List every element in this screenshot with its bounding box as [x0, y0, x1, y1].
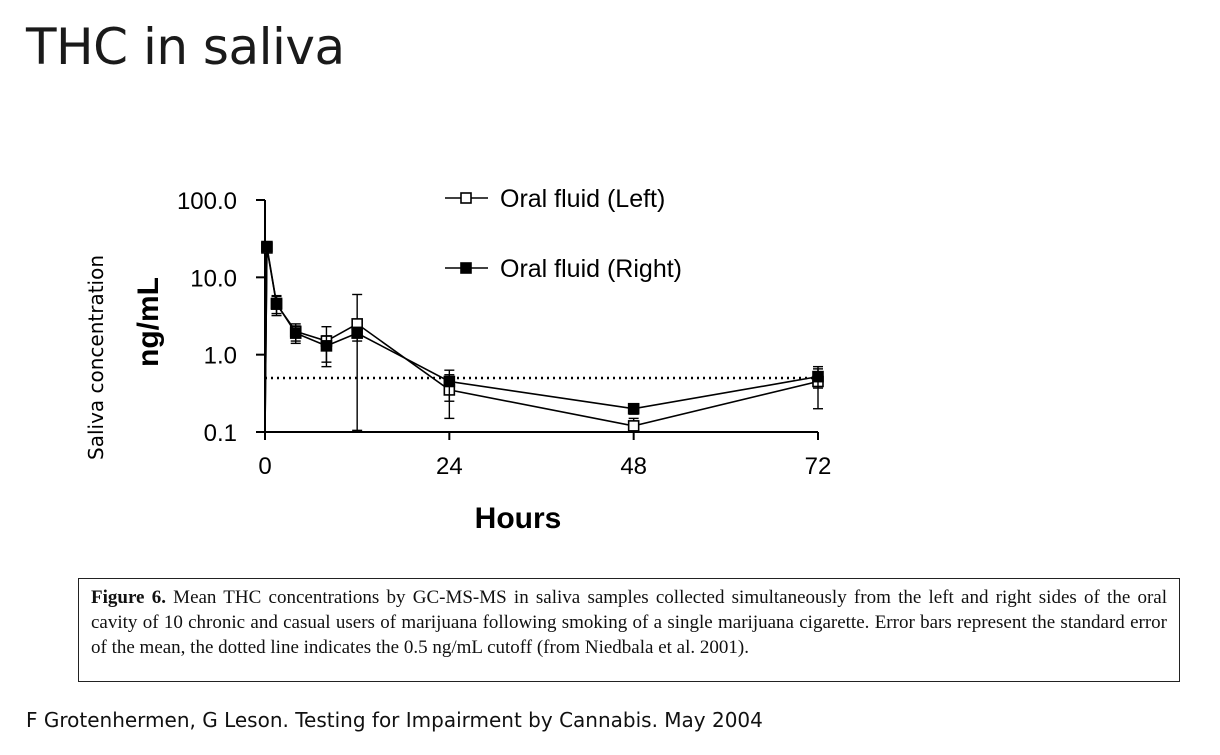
x-axis-title: Hours [475, 502, 562, 535]
figure-caption: Figure 6. Mean THC concentrations by GC-… [78, 578, 1180, 682]
series-layer [261, 240, 824, 433]
data-point [270, 297, 283, 310]
legend-marker [460, 192, 472, 204]
legend-label: Oral fluid (Left) [500, 185, 665, 213]
caption-label: Figure 6. [91, 587, 166, 608]
x-tick-label: 72 [805, 453, 832, 480]
legend: Oral fluid (Left) Oral fluid (Right) [445, 185, 682, 283]
data-point [627, 420, 640, 432]
data-point [320, 340, 333, 352]
saliva-concentration-label: Saliva concentration [84, 254, 108, 460]
legend-label: Oral fluid (Right) [500, 255, 682, 283]
caption-text: Mean THC concentrations by GC-MS-MS in s… [91, 587, 1168, 658]
data-point [261, 240, 273, 253]
data-point [289, 327, 302, 339]
chart: 100.0 10.0 1.0 0.1 0 24 48 72 Hours ng/mL Oral fl… [132, 185, 831, 535]
data-point [812, 370, 824, 383]
y-axis-title: ng/mL [132, 277, 165, 367]
legend-marker [460, 262, 472, 274]
series-right [261, 240, 824, 433]
chart-axes: 100.0 10.0 1.0 0.1 0 24 48 72 Hours ng/mL [132, 188, 831, 535]
y-tick-label: 100.0 [177, 188, 237, 215]
citation: F Grotenhermen, G Leson. Testing for Imp… [26, 708, 763, 732]
slide-title: THC in saliva [26, 18, 345, 76]
data-point [443, 375, 456, 388]
data-point [627, 402, 640, 415]
y-tick-label: 0.1 [204, 420, 237, 447]
data-point [351, 327, 363, 339]
y-tick-label: 10.0 [190, 265, 237, 292]
x-tick-label: 48 [620, 453, 647, 480]
x-tick-label: 24 [436, 453, 463, 480]
x-tick-label: 0 [258, 453, 271, 480]
y-tick-label: 1.0 [204, 343, 237, 370]
